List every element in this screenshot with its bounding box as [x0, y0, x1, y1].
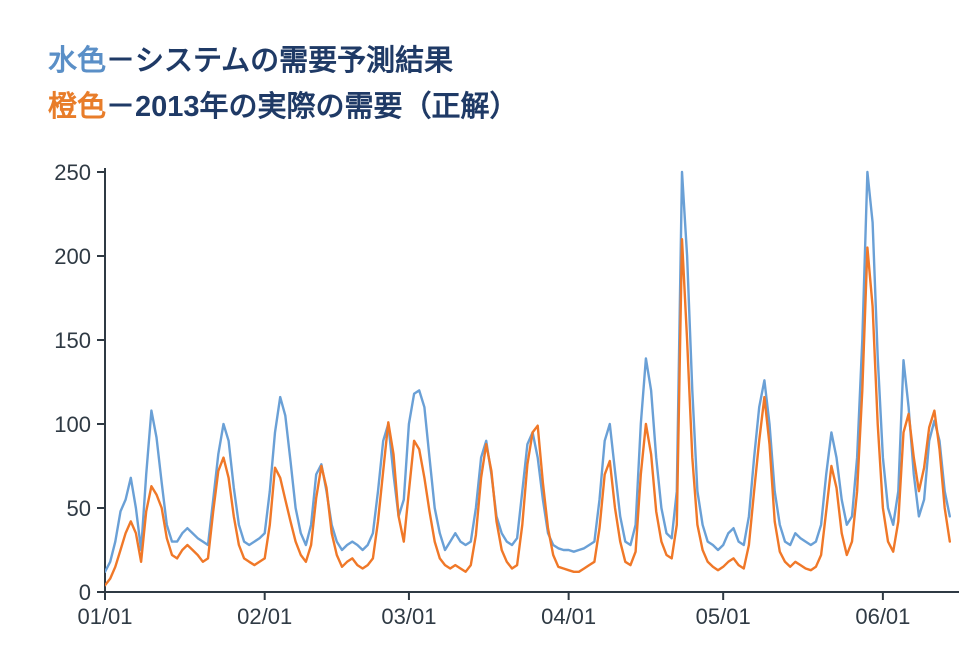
svg-text:06/01: 06/01: [855, 604, 910, 629]
legend-text-1: システムの需要予測結果: [135, 38, 453, 84]
svg-text:02/01: 02/01: [237, 604, 292, 629]
svg-text:05/01: 05/01: [696, 604, 751, 629]
chart-svg: 0 50 100 150 200 250 01/01 02/01 03/01 04/01 05/01…: [20, 160, 960, 640]
svg-text:04/01: 04/01: [541, 604, 596, 629]
legend-row-2: 橙色 － 2013年の実際の需要（正解）: [48, 84, 519, 130]
svg-text:100: 100: [54, 412, 91, 437]
legend: 水色 － システムの需要予測結果 橙色 － 2013年の実際の需要（正解）: [48, 38, 519, 131]
svg-text:250: 250: [54, 160, 91, 185]
svg-text:50: 50: [67, 496, 91, 521]
legend-swatch-2: 橙色: [48, 84, 106, 130]
svg-text:03/01: 03/01: [381, 604, 436, 629]
svg-text:01/01: 01/01: [77, 604, 132, 629]
demand-chart: 0 50 100 150 200 250 01/01 02/01 03/01 04/01 05/01…: [20, 160, 960, 640]
legend-row-1: 水色 － システムの需要予測結果: [48, 38, 519, 84]
legend-dash-1: －: [106, 38, 135, 84]
legend-text-2: 2013年の実際の需要（正解）: [135, 84, 519, 130]
svg-text:200: 200: [54, 244, 91, 269]
legend-dash-2: －: [106, 84, 135, 130]
legend-swatch-1: 水色: [48, 38, 106, 84]
svg-text:150: 150: [54, 328, 91, 353]
svg-text:0: 0: [79, 580, 91, 605]
